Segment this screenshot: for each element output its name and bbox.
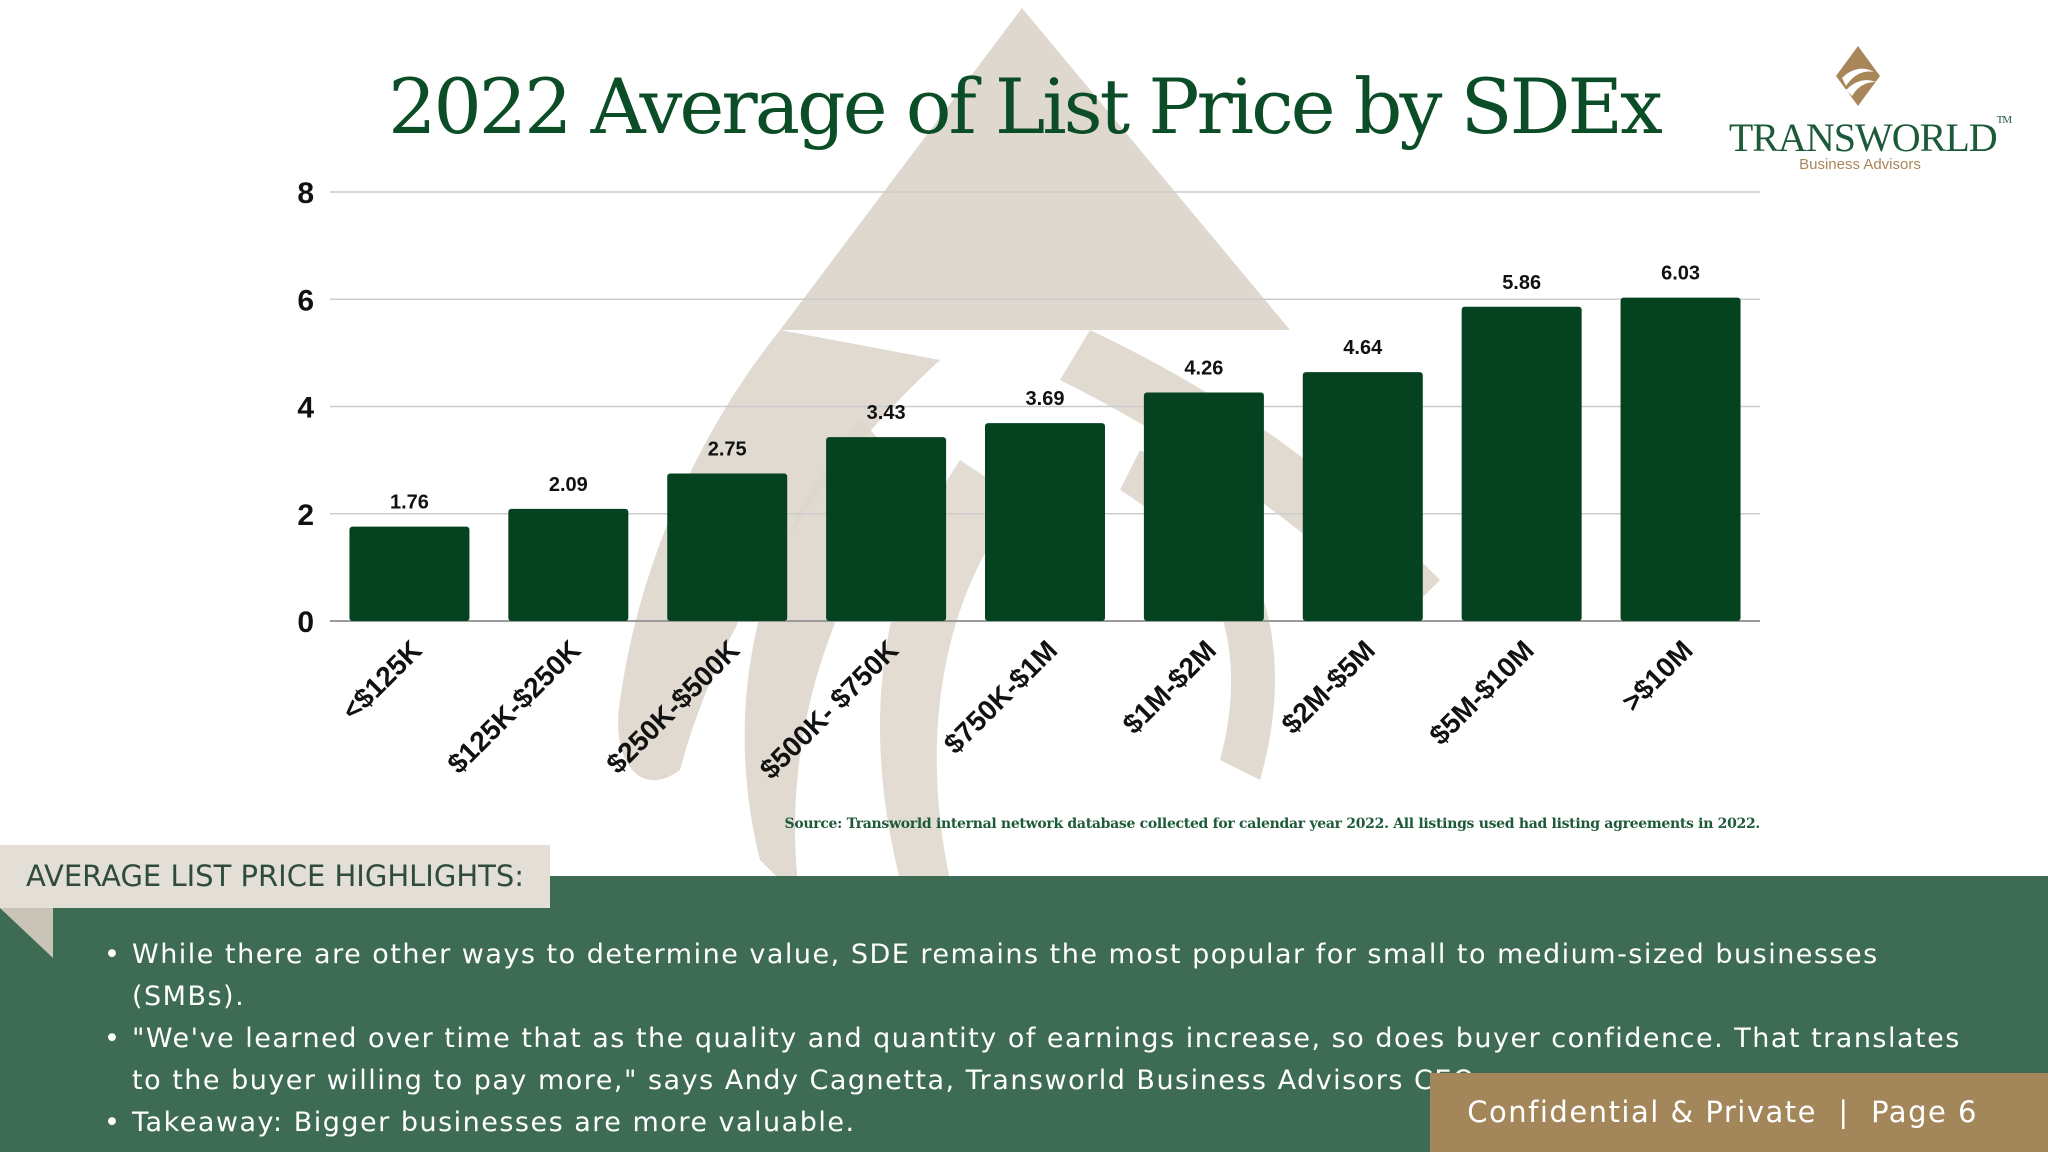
source-note: Source: Transworld internal network data…	[784, 816, 1761, 832]
y-tick-label: 6	[297, 284, 314, 317]
highlights-heading: AVERAGE LIST PRICE HIGHLIGHTS:	[0, 845, 551, 908]
highlights-list: While there are other ways to determine …	[100, 934, 2000, 1144]
data-label: 1.76	[390, 492, 429, 514]
logo-diamond-icon	[1836, 46, 1880, 106]
y-tick-label: 8	[297, 177, 314, 210]
x-tick-label: >$10M	[1616, 634, 1699, 717]
y-tick-label: 4	[297, 392, 314, 425]
data-label: 6.03	[1661, 263, 1700, 285]
transworld-logo: TRANSWORLDTM Business Advisors	[1720, 46, 2020, 176]
y-tick-label: 2	[297, 499, 314, 532]
bar	[1620, 297, 1741, 621]
data-label: 4.64	[1343, 337, 1383, 359]
x-tick-label: $2M-$5M	[1275, 634, 1381, 740]
x-tick-label: $750K-$1M	[938, 634, 1063, 759]
data-label: 3.69	[1026, 388, 1065, 410]
y-tick-label: 0	[297, 606, 314, 639]
bar	[1143, 392, 1264, 621]
highlight-item: "We've learned over time that as the qua…	[100, 1018, 2000, 1102]
chart-title: 2022 Average of List Price by SDEx	[388, 62, 1663, 151]
bar	[1302, 372, 1423, 621]
logo-wordmark: TRANSWORLD	[1728, 115, 1998, 160]
data-label: 5.86	[1502, 272, 1541, 294]
data-label: 2.75	[708, 439, 747, 461]
bar	[667, 473, 788, 621]
tab-fold-shape	[0, 908, 53, 958]
data-label: 3.43	[867, 402, 906, 424]
logo-trademark: TM	[1996, 114, 2012, 126]
bar	[349, 526, 470, 621]
footer-text: Confidential & Private | Page 6	[1467, 1095, 1978, 1129]
x-tick-label: $500K- $750K	[754, 634, 905, 785]
x-tick-label: $125K-$250K	[441, 634, 586, 779]
highlight-item: While there are other ways to determine …	[100, 934, 2000, 1018]
footer-bar: Confidential & Private | Page 6	[1430, 1073, 2048, 1152]
bar	[826, 437, 947, 621]
bar	[1461, 306, 1582, 621]
bar	[508, 508, 629, 621]
x-tick-label: $250K-$500K	[600, 634, 745, 779]
bar	[985, 423, 1105, 621]
x-tick-label: <$125K	[336, 634, 428, 726]
x-tick-label: $1M-$2M	[1117, 634, 1223, 740]
data-label: 2.09	[549, 474, 588, 496]
data-label: 4.26	[1184, 358, 1223, 380]
highlight-item: Takeaway: Bigger businesses are more val…	[100, 1102, 2000, 1144]
logo-tagline: Business Advisors	[1799, 156, 1921, 173]
x-tick-label: $5M-$10M	[1423, 634, 1540, 751]
